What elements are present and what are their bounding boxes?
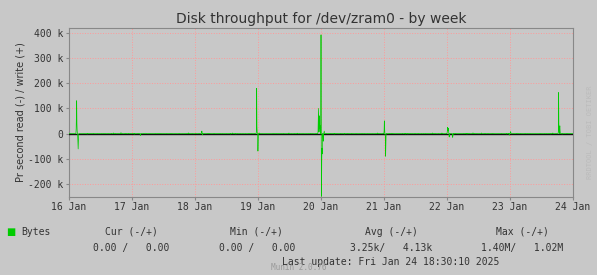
Text: 0.00 /   0.00: 0.00 / 0.00 [219, 243, 295, 253]
Text: Min (-/+): Min (-/+) [230, 227, 283, 237]
Text: 0.00 /   0.00: 0.00 / 0.00 [93, 243, 170, 253]
Y-axis label: Pr second read (-) / write (+): Pr second read (-) / write (+) [15, 42, 25, 182]
Text: ■: ■ [6, 227, 15, 237]
Text: Munin 2.0.76: Munin 2.0.76 [271, 263, 326, 272]
Title: Disk throughput for /dev/zram0 - by week: Disk throughput for /dev/zram0 - by week [176, 12, 466, 26]
Text: RRDTOOL / TOBI OETIKER: RRDTOOL / TOBI OETIKER [587, 85, 593, 179]
Text: Cur (-/+): Cur (-/+) [105, 227, 158, 237]
Text: 3.25k/   4.13k: 3.25k/ 4.13k [350, 243, 432, 253]
Text: 1.40M/   1.02M: 1.40M/ 1.02M [481, 243, 564, 253]
Text: Bytes: Bytes [21, 227, 50, 237]
Text: Max (-/+): Max (-/+) [496, 227, 549, 237]
Text: Last update: Fri Jan 24 18:30:10 2025: Last update: Fri Jan 24 18:30:10 2025 [282, 257, 500, 267]
Text: Avg (-/+): Avg (-/+) [365, 227, 417, 237]
